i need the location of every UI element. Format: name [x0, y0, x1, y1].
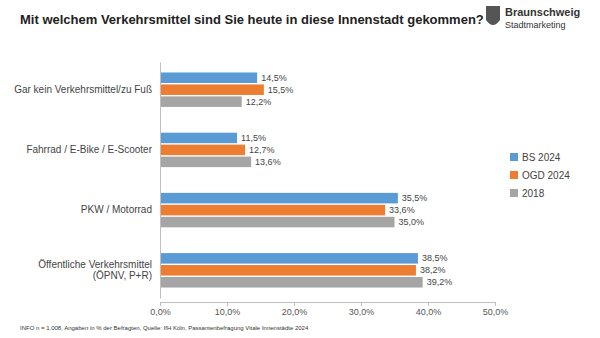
y-tick-label: Öffentliche Verkehrsmittel(ÖPNV, P+R)	[38, 259, 152, 282]
x-tick-mark	[495, 302, 496, 306]
x-tick-label: 50,0%	[483, 307, 509, 317]
y-tick-label: Gar kein Verkehrsmittel/zu Fuß	[14, 84, 152, 95]
bar	[160, 205, 385, 216]
legend-swatch	[510, 153, 518, 161]
data-label: 39,2%	[427, 277, 453, 287]
legend-label: BS 2024	[522, 152, 561, 163]
data-label: 35,0%	[399, 217, 425, 227]
legend-label: OGD 2024	[522, 170, 570, 181]
x-tick-label: 30,0%	[349, 307, 375, 317]
bar	[160, 193, 398, 204]
x-tick-label: 20,0%	[282, 307, 308, 317]
chart: Mit welchem Verkehrsmittel sind Sie heut…	[0, 0, 600, 338]
note: INFO n = 1.008, Angaben in % der Befragt…	[20, 325, 309, 331]
data-label: 38,5%	[422, 253, 448, 263]
data-label: 12,2%	[246, 97, 272, 107]
data-label: 14,5%	[261, 73, 287, 83]
data-label: 15,5%	[268, 85, 294, 95]
y-tick-label: PKW / Motorrad	[81, 204, 152, 215]
y-tick-label-line: Öffentliche Verkehrsmittel	[38, 259, 152, 270]
x-tick: 30,0%	[349, 302, 375, 317]
x-tick-mark	[294, 302, 295, 306]
y-tick: Fahrrad / E-Bike / E-Scooter	[26, 144, 160, 155]
x-tick-mark	[160, 302, 161, 306]
legend-swatch	[510, 189, 518, 197]
y-tick: Gar kein Verkehrsmittel/zu Fuß	[14, 84, 160, 95]
data-label: 11,5%	[241, 133, 266, 143]
data-label: 13,6%	[255, 157, 281, 167]
legend: BS 2024 OGD 2024 2018	[510, 152, 570, 199]
data-label: 38,2%	[420, 265, 446, 275]
y-tick-label: Fahrrad / E-Bike / E-Scooter	[26, 144, 152, 155]
x-tick-label: 40,0%	[416, 307, 442, 317]
y-tick-label-line: (ÖPNV, P+R)	[93, 271, 152, 282]
x-tick: 10,0%	[215, 302, 241, 317]
bar	[160, 133, 237, 144]
data-label: 33,6%	[389, 205, 415, 215]
bar	[160, 145, 245, 156]
legend-swatch	[510, 171, 518, 179]
data-label: 12,7%	[249, 145, 275, 155]
x-tick-mark	[361, 302, 362, 306]
title: Mit welchem Verkehrsmittel sind Sie heut…	[20, 12, 484, 27]
y-axis-line	[160, 63, 161, 299]
bar	[160, 277, 423, 288]
x-tick-label: 10,0%	[215, 307, 241, 317]
legend-label: 2018	[522, 188, 545, 199]
bar	[160, 217, 395, 228]
bar	[160, 157, 251, 168]
data-label: 35,5%	[402, 193, 428, 203]
x-axis-line	[161, 303, 496, 307]
data-labels: 14,5% 11,5% 35,5% 38,5% 15,5% 12,7% 33,6% 38,2%…	[241, 73, 452, 288]
bar	[160, 72, 257, 83]
x-tick-mark	[227, 302, 228, 306]
y-tick: PKW / Motorrad	[81, 204, 160, 215]
x-tick-mark	[428, 302, 429, 306]
y-axis: Gar kein Verkehrsmittel/zu Fuß Fahrrad / …	[14, 63, 160, 299]
bar	[160, 265, 416, 276]
x-tick: 50,0%	[483, 302, 509, 317]
logo-name: Braunschweig	[505, 6, 580, 18]
bar	[160, 96, 242, 107]
x-tick: 0,0%	[150, 302, 171, 317]
x-tick-label: 0,0%	[150, 307, 171, 317]
logo-sub: Stadtmarketing	[505, 20, 566, 30]
x-axis: 0,0% 10,0% 20,0% 30,0% 40,0% 50,0%	[150, 302, 508, 317]
y-tick: Öffentliche Verkehrsmittel(ÖPNV, P+R)	[38, 259, 160, 282]
bars	[160, 72, 423, 287]
x-tick: 20,0%	[282, 302, 308, 317]
logo-icon	[486, 6, 500, 25]
x-tick: 40,0%	[416, 302, 442, 317]
bar	[160, 253, 418, 264]
bar	[160, 84, 264, 95]
